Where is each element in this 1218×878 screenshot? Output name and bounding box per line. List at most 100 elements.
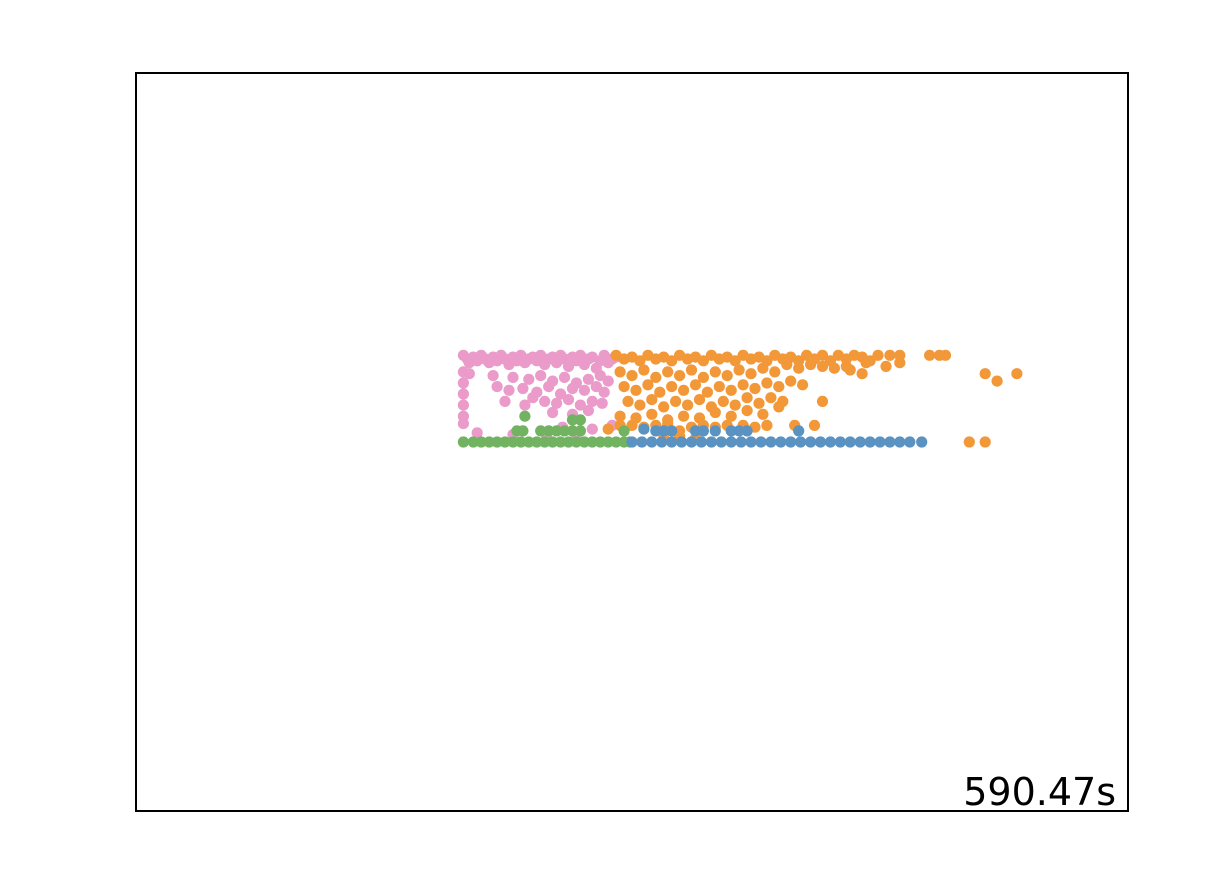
- data-point: [775, 436, 787, 448]
- data-point: [916, 436, 928, 448]
- data-point: [924, 349, 936, 361]
- data-point: [566, 414, 579, 426]
- data-point: [761, 419, 773, 431]
- data-point: [467, 436, 479, 448]
- data-point: [880, 360, 892, 372]
- data-point: [586, 423, 598, 435]
- data-point: [578, 384, 591, 396]
- data-point: [745, 436, 757, 448]
- data-point: [805, 358, 817, 371]
- data-point: [705, 436, 718, 448]
- data-point: [515, 436, 527, 448]
- data-point: [471, 427, 483, 439]
- data-point: [558, 425, 571, 437]
- data-point: [697, 425, 710, 437]
- data-point: [666, 381, 678, 393]
- data-point: [755, 436, 767, 448]
- data-point: [566, 425, 579, 437]
- data-point: [695, 436, 708, 448]
- data-point: [709, 366, 721, 378]
- data-point: [662, 366, 674, 378]
- data-point: [765, 436, 777, 448]
- data-point: [558, 371, 571, 383]
- data-point: [793, 425, 805, 437]
- data-point: [856, 368, 868, 380]
- data-point: [596, 397, 608, 409]
- data-point: [618, 425, 630, 437]
- data-point: [773, 401, 785, 413]
- data-point: [642, 379, 654, 391]
- data-point: [507, 371, 519, 383]
- data-point: [816, 395, 829, 407]
- data-point: [626, 419, 638, 431]
- data-point: [689, 425, 702, 437]
- data-point: [562, 436, 575, 448]
- data-point: [816, 349, 829, 361]
- data-point: [757, 362, 769, 374]
- data-point: [551, 425, 563, 437]
- data-point: [562, 394, 575, 406]
- data-point: [555, 388, 567, 400]
- data-point: [618, 381, 630, 393]
- data-point: [979, 436, 991, 448]
- data-point: [551, 397, 563, 409]
- data-point: [717, 395, 729, 407]
- data-point: [733, 364, 745, 376]
- data-point: [491, 381, 503, 393]
- data-point: [574, 399, 587, 411]
- data-point: [805, 436, 817, 448]
- data-point: [519, 399, 531, 411]
- data-point: [547, 436, 559, 448]
- data-point: [701, 386, 714, 398]
- data-point: [658, 425, 670, 437]
- data-point: [814, 436, 827, 448]
- data-point: [582, 373, 595, 385]
- data-point: [737, 379, 749, 391]
- data-point: [463, 368, 475, 380]
- data-point: [685, 436, 698, 448]
- data-point: [749, 382, 761, 395]
- data-point: [457, 388, 469, 400]
- data-point: [666, 425, 678, 437]
- data-point: [555, 436, 567, 448]
- data-point: [741, 425, 753, 437]
- data-point: [666, 436, 678, 448]
- data-point: [745, 368, 757, 380]
- data-point: [725, 425, 737, 437]
- data-point: [769, 366, 781, 378]
- data-point: [666, 355, 678, 367]
- data-point: [656, 436, 668, 448]
- data-point: [781, 358, 793, 371]
- data-point: [685, 364, 698, 376]
- data-point: [884, 349, 896, 361]
- data-point: [491, 436, 503, 448]
- data-point: [586, 395, 598, 407]
- data-point: [884, 436, 896, 448]
- data-point: [636, 436, 648, 448]
- data-point: [574, 414, 587, 426]
- data-point: [725, 436, 737, 448]
- data-point: [844, 364, 856, 376]
- data-point: [457, 399, 469, 411]
- data-point: [753, 397, 765, 409]
- data-point: [523, 373, 535, 385]
- data-point: [614, 410, 626, 422]
- data-point: [678, 384, 690, 396]
- data-point: [646, 436, 658, 448]
- data-point: [824, 436, 837, 448]
- data-point: [864, 436, 876, 448]
- series-3: [626, 423, 928, 448]
- data-point: [725, 384, 737, 396]
- data-point: [693, 394, 706, 406]
- data-point: [543, 425, 555, 437]
- data-point: [979, 368, 991, 380]
- data-point: [475, 436, 487, 448]
- data-point: [689, 379, 702, 391]
- data-point: [539, 395, 551, 407]
- data-point: [535, 370, 547, 382]
- data-point: [598, 386, 610, 398]
- data-point: [808, 419, 821, 431]
- data-point: [634, 399, 646, 411]
- data-point: [670, 395, 682, 407]
